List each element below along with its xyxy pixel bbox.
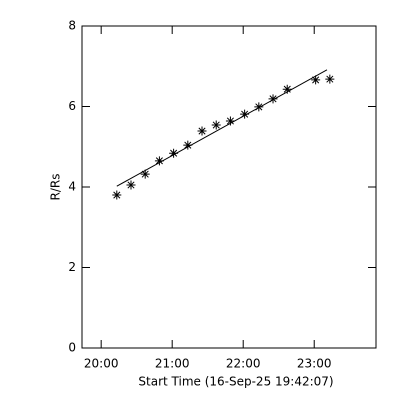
x-tick-label: 23:00 bbox=[297, 357, 332, 371]
y-tick-label: 4 bbox=[68, 180, 76, 194]
x-axis-label: Start Time (16-Sep-25 19:42:07) bbox=[138, 375, 333, 389]
data-point bbox=[311, 75, 321, 85]
data-point bbox=[140, 169, 150, 179]
data-point bbox=[183, 140, 193, 150]
data-point bbox=[112, 190, 122, 200]
data-point bbox=[240, 109, 250, 119]
data-point bbox=[154, 156, 164, 166]
data-point bbox=[211, 120, 221, 130]
y-tick-label: 0 bbox=[68, 341, 76, 355]
x-tick-label: 22:00 bbox=[226, 357, 261, 371]
data-point bbox=[268, 94, 278, 104]
data-point bbox=[282, 84, 292, 94]
fit-line bbox=[116, 69, 328, 187]
y-tick-label: 6 bbox=[68, 99, 76, 113]
y-tick-label: 8 bbox=[68, 19, 76, 33]
y-tick-label: 2 bbox=[68, 260, 76, 274]
y-axis-label: R/Rs bbox=[49, 174, 63, 201]
x-tick-label: 21:00 bbox=[155, 357, 190, 371]
x-tick-label: 20:00 bbox=[84, 357, 119, 371]
plot-frame bbox=[81, 25, 377, 349]
data-point bbox=[169, 148, 179, 158]
data-point bbox=[126, 180, 136, 190]
data-point bbox=[325, 74, 335, 84]
data-point bbox=[225, 116, 235, 126]
data-point bbox=[254, 102, 264, 112]
data-point bbox=[197, 126, 207, 136]
